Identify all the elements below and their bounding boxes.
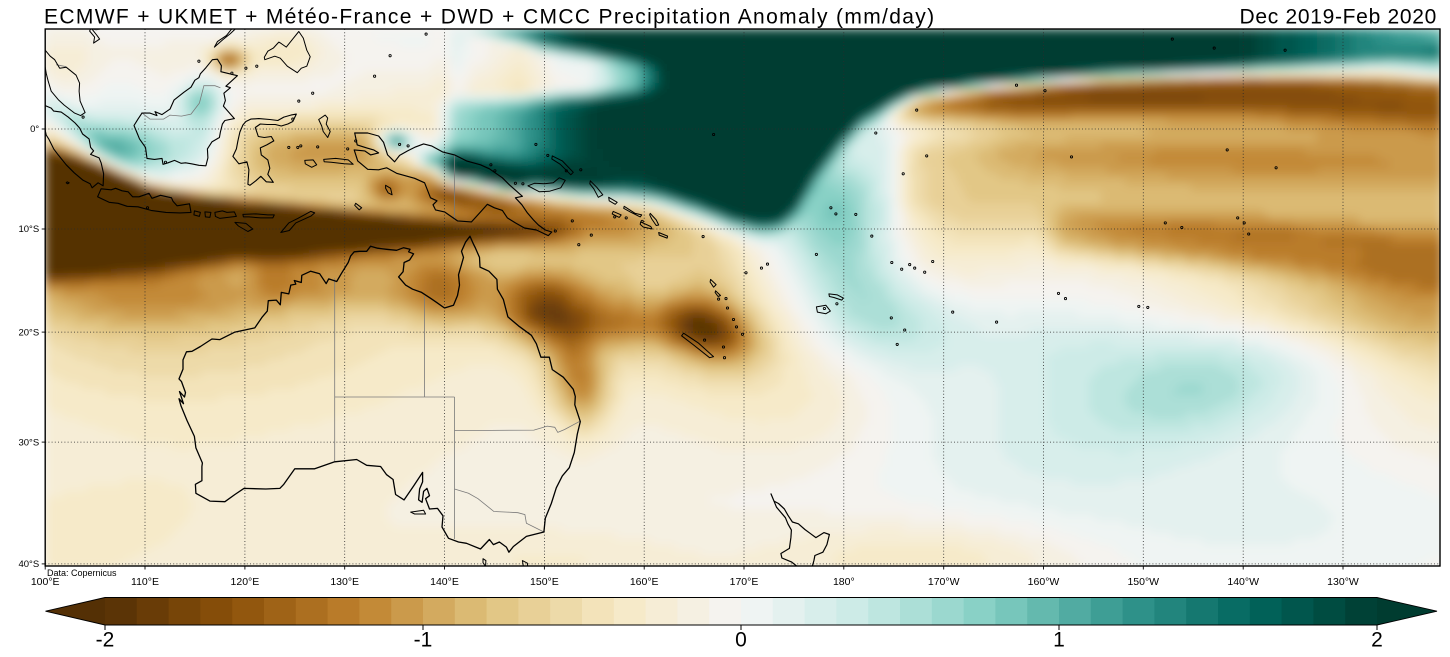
svg-text:Data: Copernicus: Data: Copernicus <box>47 568 117 578</box>
svg-text:0°: 0° <box>30 124 39 135</box>
svg-text:180°: 180° <box>833 576 855 588</box>
svg-text:140°E: 140°E <box>430 576 459 588</box>
svg-text:130°W: 130°W <box>1327 576 1359 588</box>
svg-text:170°E: 170°E <box>730 576 759 588</box>
svg-text:40°S: 40°S <box>18 559 39 570</box>
svg-text:Dec 2019-Feb 2020: Dec 2019-Feb 2020 <box>1239 6 1437 29</box>
svg-text:110°E: 110°E <box>131 576 159 588</box>
svg-text:-1: -1 <box>414 629 433 652</box>
svg-text:30°S: 30°S <box>18 437 39 448</box>
svg-text:160°W: 160°W <box>1028 576 1060 588</box>
svg-text:0: 0 <box>735 629 747 652</box>
svg-text:ECMWF + UKMET + Météo-France +: ECMWF + UKMET + Météo-France + DWD + CMC… <box>44 6 936 29</box>
svg-text:130°E: 130°E <box>330 576 359 588</box>
svg-text:170°W: 170°W <box>928 576 960 588</box>
svg-text:120°E: 120°E <box>231 576 260 588</box>
svg-text:10°S: 10°S <box>18 224 39 235</box>
svg-text:20°S: 20°S <box>18 327 39 338</box>
svg-text:1: 1 <box>1053 629 1065 652</box>
svg-text:2: 2 <box>1371 629 1383 652</box>
svg-text:-2: -2 <box>96 629 115 652</box>
svg-text:100°E: 100°E <box>31 576 60 588</box>
svg-text:150°E: 150°E <box>530 576 559 588</box>
svg-text:160°E: 160°E <box>630 576 659 588</box>
svg-text:150°W: 150°W <box>1127 576 1159 588</box>
svg-text:140°W: 140°W <box>1227 576 1259 588</box>
